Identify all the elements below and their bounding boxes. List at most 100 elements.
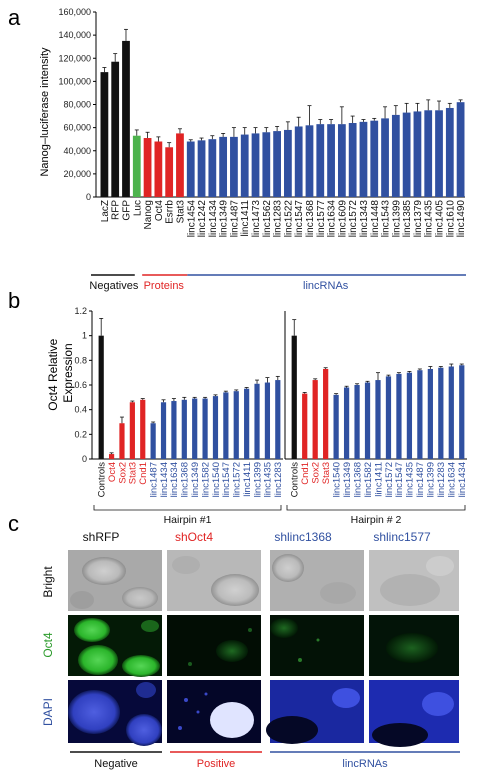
chart-b-category-label: linc1411 bbox=[242, 462, 253, 497]
chart-a-bar bbox=[197, 140, 206, 197]
chart-a-bar bbox=[348, 123, 357, 197]
chart-a-category-label: linc1610 bbox=[445, 200, 456, 238]
chart-b-y-tick-label: 0.6 bbox=[74, 380, 87, 390]
chart-a-category-label: Oct4 bbox=[154, 200, 165, 222]
chart-b-category-label: linc1349 bbox=[190, 462, 201, 497]
chart-b-bar bbox=[244, 388, 250, 459]
chart-a-bar bbox=[186, 141, 195, 197]
chart-b-hairpin-groups: Hairpin #1 Hairpin # 2 bbox=[93, 505, 466, 526]
chart-a-category-label: linc1634 bbox=[327, 200, 338, 238]
negative-label: Negative bbox=[94, 758, 137, 770]
chart-a-bar bbox=[284, 129, 292, 197]
chart-b-bar bbox=[264, 382, 271, 459]
column-header-shoct4: shOct4 bbox=[175, 530, 213, 544]
chart-a-bars bbox=[100, 28, 465, 197]
image-dapi-shoct4 bbox=[167, 680, 261, 743]
chart-b-category-label: linc1349 bbox=[342, 462, 353, 497]
proteins-label: Proteins bbox=[144, 280, 185, 292]
chart-b-y-axis-label: Oct4 Relative Expression bbox=[46, 335, 75, 410]
chart-a-bar bbox=[305, 125, 314, 197]
chart-a-category-label: GFP bbox=[121, 200, 132, 221]
chart-b-bars bbox=[98, 317, 465, 459]
chart-a-bar bbox=[262, 132, 271, 197]
chart-b-bar bbox=[323, 368, 329, 459]
chart-b-category-label: linc1487 bbox=[415, 462, 426, 497]
chart-b-bar bbox=[129, 402, 135, 459]
chart-a-category-label: linc1434 bbox=[208, 200, 219, 238]
chart-a-bar bbox=[176, 133, 184, 197]
row-label-bright: Bright bbox=[41, 566, 55, 598]
chart-b-bar bbox=[119, 423, 125, 459]
chart-b-category-label: linc1487 bbox=[148, 462, 159, 497]
hairpin-bracket bbox=[93, 505, 282, 511]
chart-a-y-tick-label: 20,000 bbox=[63, 169, 91, 179]
chart-a-bar bbox=[445, 107, 454, 197]
chart-b-category-label: Cnd1 bbox=[138, 462, 149, 485]
chart-a-category-label: linc1385 bbox=[402, 200, 413, 238]
chart-a: Nanog–luciferase intensity 0 20,000 40,000… bbox=[39, 7, 467, 292]
chart-b-bar bbox=[291, 335, 297, 459]
chart-a-bar bbox=[240, 134, 249, 197]
chart-b-bar bbox=[108, 454, 115, 459]
image-bright-shlinc1368 bbox=[270, 550, 364, 611]
chart-a-category-label: linc1572 bbox=[348, 200, 359, 238]
chart-a-category-label: linc1562 bbox=[262, 200, 273, 238]
chart-b-bar bbox=[275, 380, 281, 459]
chart-b-category-label: linc1582 bbox=[200, 462, 211, 497]
chart-a-y-tick-label: 40,000 bbox=[63, 146, 91, 156]
chart-a-bar bbox=[273, 131, 281, 197]
chart-a-category-label: linc1379 bbox=[413, 200, 424, 238]
chart-a-y-tick-label: 100,000 bbox=[58, 76, 91, 86]
chart-a-bar bbox=[100, 72, 109, 197]
chart-b-category-label: Stat3 bbox=[128, 462, 139, 484]
chart-a-bar bbox=[413, 111, 422, 197]
chart-b-bar bbox=[438, 367, 444, 459]
chart-b-y-tick-label: 0.2 bbox=[74, 429, 87, 439]
chart-a-category-label: linc1547 bbox=[294, 200, 305, 238]
chart-a-y-axis-label: Nanog–luciferase intensity bbox=[39, 47, 51, 177]
chart-a-group-brackets: Negatives Proteins lincRNAs bbox=[89, 274, 466, 292]
chart-a-bar bbox=[111, 61, 120, 197]
microscopy-panel: shRFP shOct4 shlinc1368 shlinc1577 Brigh… bbox=[41, 530, 460, 770]
column-header-shlinc1368: shlinc1368 bbox=[274, 530, 332, 544]
chart-b-category-label: Sox2 bbox=[117, 462, 128, 484]
image-bright-shlinc1577 bbox=[369, 550, 459, 611]
chart-b-category-label: linc1572 bbox=[384, 462, 395, 497]
lincrnas-label: lincRNAs bbox=[303, 280, 349, 292]
hairpin-label: Hairpin # 2 bbox=[351, 514, 402, 526]
chart-b-bar bbox=[333, 394, 339, 459]
chart-a-bar bbox=[219, 136, 228, 197]
chart-b-bar bbox=[312, 380, 318, 459]
chart-b-bar bbox=[212, 396, 219, 459]
chart-a-category-label: linc1454 bbox=[186, 200, 197, 238]
chart-b-bar bbox=[427, 368, 433, 459]
row-label-dapi: DAPI bbox=[41, 698, 55, 726]
chart-b-category-label: linc1540 bbox=[331, 462, 342, 497]
chart-a-bar bbox=[251, 133, 260, 197]
chart-b-y-tick-label: 1 bbox=[82, 331, 87, 341]
image-dapi-shrfp bbox=[68, 680, 162, 746]
chart-a-y-tick-label: 140,000 bbox=[58, 30, 91, 40]
chart-b-bar bbox=[254, 383, 260, 459]
positive-label: Positive bbox=[197, 758, 236, 770]
chart-b-category-label: linc1572 bbox=[232, 462, 243, 497]
chart-a-bar bbox=[165, 147, 174, 197]
chart-b-category-labels: Controls Oct4 Sox2 Stat3 Cnd1 linc1487 linc143… bbox=[96, 462, 468, 498]
chart-b-category-label: linc1399 bbox=[426, 462, 437, 497]
chart-a-bar bbox=[337, 124, 346, 197]
chart-a-category-label: linc1405 bbox=[435, 200, 446, 238]
chart-b-bar bbox=[202, 398, 208, 459]
chart-b-category-label: linc1411 bbox=[373, 462, 384, 497]
chart-a-category-label: linc1283 bbox=[273, 200, 284, 238]
chart-a-y-tick-label: 160,000 bbox=[58, 7, 91, 17]
chart-b-category-label: Oct4 bbox=[107, 462, 118, 482]
chart-a-category-label: linc1522 bbox=[283, 200, 294, 238]
chart-a-category-label: Stat3 bbox=[175, 200, 186, 224]
chart-a-y-tick-label: 120,000 bbox=[58, 53, 91, 63]
chart-a-y-tick-label: 0 bbox=[86, 192, 91, 202]
chart-b-category-label: Sox2 bbox=[310, 462, 321, 484]
image-dapi-shlinc1368 bbox=[266, 680, 364, 744]
chart-b-bar bbox=[302, 393, 308, 459]
chart-a-bar bbox=[359, 121, 368, 197]
